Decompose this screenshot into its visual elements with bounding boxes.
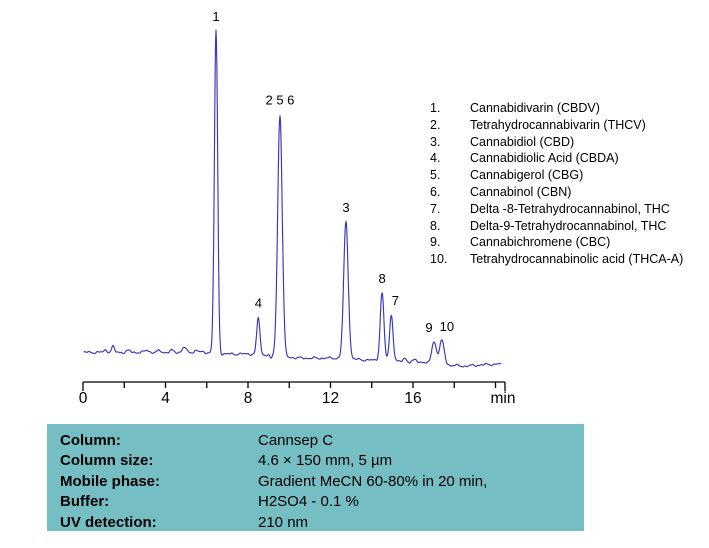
condition-label: Buffer: [60, 493, 110, 511]
condition-value: H2SO4 - 0.1 % [258, 493, 359, 511]
x-tick-label: 12 [322, 390, 339, 407]
x-tick-label: 8 [244, 390, 253, 407]
condition-row: Column size: 4.6 × 150 mm, 5 µm [60, 451, 584, 471]
legend-item-number: 9. [430, 235, 441, 250]
peak-label-7: 7 [392, 293, 399, 308]
condition-label: Mobile phase: [60, 472, 161, 490]
legend-item-name: Cannabichromene (CBC) [470, 235, 611, 250]
condition-row: UV detection: 210 nm [60, 513, 584, 533]
legend-item-name: Tetrahydrocannabivarin (THCV) [470, 117, 646, 132]
legend-item-number: 3. [430, 134, 441, 149]
legend-item-name: Cannabinol (CBN) [470, 184, 572, 199]
condition-label: UV detection: [60, 513, 157, 531]
legend-item-number: 10. [430, 252, 448, 267]
legend-item: 3. Cannabidiol (CBD) [430, 134, 702, 151]
method-conditions-box: Column: Cannsep C Column size: 4.6 × 150 mm… [47, 424, 584, 531]
legend-item-number: 6. [430, 184, 441, 199]
condition-row: Column: Cannsep C [60, 431, 584, 451]
condition-label: Column: [60, 432, 121, 449]
condition-value: 4.6 × 150 mm, 5 µm [258, 452, 393, 470]
condition-row: Mobile phase: Gradient MeCN 60-80% in 20 … [60, 472, 584, 492]
condition-value: Gradient MeCN 60-80% in 20 min, [258, 472, 488, 490]
legend-item: 6. Cannabinol (CBN) [430, 184, 702, 201]
compound-legend: 1. Cannabidivarin (CBDV) 2. Tetrahydrocanna… [430, 100, 702, 268]
x-tick-label: 0 [79, 390, 88, 407]
peak-label-10: 10 [440, 319, 454, 334]
legend-item-name: Delta -8-Tetrahydrocannabinol, THC [470, 201, 670, 216]
legend-item-number: 8. [430, 218, 441, 233]
legend-item-name: Cannabidiol (CBD) [470, 134, 575, 149]
legend-item-number: 4. [430, 151, 441, 166]
peak-label-9: 9 [425, 320, 432, 335]
condition-row: Buffer: H2SO4 - 0.1 % [60, 492, 584, 512]
legend-item: 4. Cannabidiolic Acid (CBDA) [430, 150, 702, 167]
x-tick-label: 4 [161, 390, 170, 407]
legend-item-name: Tetrahydrocannabinolic acid (THCA-A) [470, 252, 684, 267]
legend-item: 8. Delta-9-Tetrahydrocannabinol, THC [430, 218, 702, 235]
legend-item-name: Cannabigerol (CBG) [470, 168, 584, 183]
peak-label-8: 8 [378, 271, 385, 286]
peak-label-2-5-6: 2 5 6 [266, 93, 295, 108]
legend-item-number: 7. [430, 201, 441, 216]
peak-label-4: 4 [255, 295, 262, 310]
legend-item: 5. Cannabigerol (CBG) [430, 167, 702, 184]
peak-label-1: 1 [212, 9, 219, 24]
peak-labels: 1 4 2 5 6 3 87 9 10 [212, 9, 454, 335]
legend-item-number: 5. [430, 168, 441, 183]
peak-label-3: 3 [342, 200, 349, 215]
condition-value: 210 nm [258, 513, 309, 531]
legend-item-name: Cannabidivarin (CBDV) [470, 101, 600, 115]
legend-item-name: Cannabidiolic Acid (CBDA) [470, 151, 619, 166]
legend-item: 1. Cannabidivarin (CBDV) [430, 100, 702, 117]
legend-item: 7. Delta -8-Tetrahydrocannabinol, THC [430, 201, 702, 218]
chromatogram-trace [83, 29, 502, 368]
legend-item: 9. Cannabichromene (CBC) [430, 234, 702, 251]
x-axis-unit-label: min [490, 390, 515, 407]
legend-item-number: 2. [430, 117, 441, 132]
legend-item: 2. Tetrahydrocannabivarin (THCV) [430, 117, 702, 134]
condition-label: Column size: [60, 452, 154, 470]
legend-item-number: 1. [430, 101, 441, 115]
legend-item-name: Delta-9-Tetrahydrocannabinol, THC [470, 218, 667, 233]
x-axis: 0 4 8 12 16 min [79, 381, 515, 407]
condition-value: Cannsep C [258, 432, 334, 449]
x-tick-label: 16 [404, 390, 421, 407]
legend-item: 10. Tetrahydrocannabinolic acid (THCA-A) [430, 251, 702, 268]
